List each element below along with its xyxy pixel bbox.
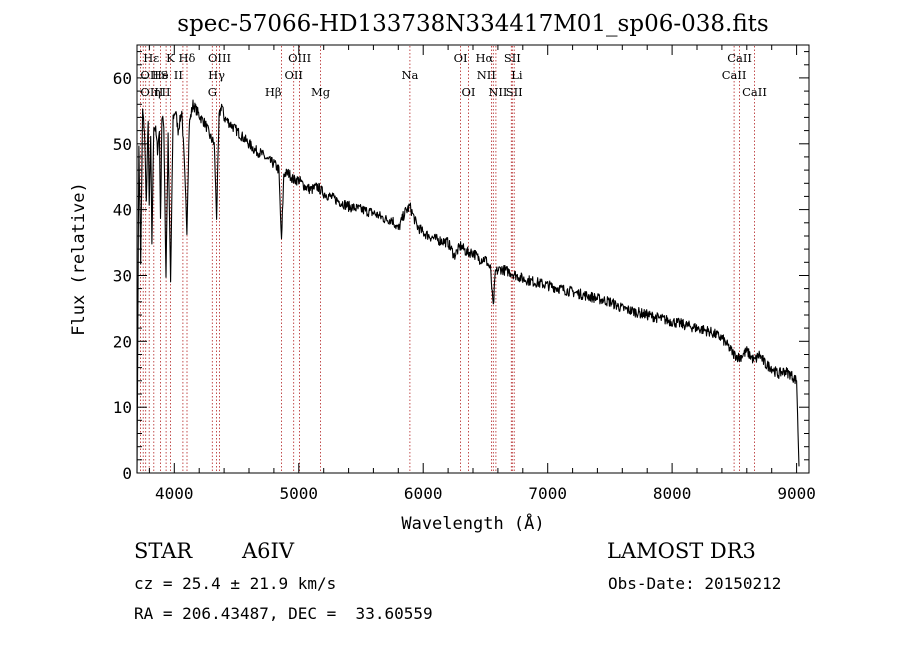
line-markers bbox=[139, 46, 755, 472]
x-axis-label: Wavelength (Å) bbox=[401, 512, 544, 534]
x-tick-label: 5000 bbox=[280, 484, 319, 503]
coordinates: RA = 206.43487, DEC = 33.60559 bbox=[134, 604, 433, 623]
line-label: Mg bbox=[311, 85, 331, 99]
line-label: OI bbox=[462, 85, 476, 99]
line-label: He bbox=[152, 68, 169, 82]
y-tick-label: 40 bbox=[113, 201, 132, 220]
line-label: SII bbox=[506, 85, 523, 99]
line-label: Na bbox=[401, 68, 418, 82]
object-class: STAR bbox=[134, 539, 193, 563]
line-label: OIII bbox=[140, 85, 163, 99]
obs-date: Obs-Date: 20150212 bbox=[608, 574, 782, 593]
line-label: OIII bbox=[208, 51, 231, 65]
x-tick-label: 8000 bbox=[653, 484, 692, 503]
line-label: Hβ bbox=[265, 85, 282, 99]
line-label: NII bbox=[488, 85, 507, 99]
chart-title: spec-57066-HD133738N334417M01_sp06-038.f… bbox=[177, 11, 768, 37]
y-tick-label: 50 bbox=[113, 135, 132, 154]
line-label: Hγ bbox=[208, 68, 225, 82]
line-label: II bbox=[174, 68, 183, 82]
spectrum-line bbox=[136, 99, 800, 474]
x-axis: 4000 5000 6000 7000 8000 9000 bbox=[148, 45, 816, 503]
line-label: OII bbox=[140, 68, 159, 82]
line-label: CaII bbox=[742, 85, 767, 99]
plot-frame bbox=[136, 44, 810, 474]
y-axis: 0 10 20 30 40 50 60 bbox=[113, 51, 809, 483]
redshift-readout: cz = 25.4 ± 21.9 km/s bbox=[134, 574, 337, 593]
survey-name: LAMOST DR3 bbox=[607, 539, 756, 563]
x-tick-label: 4000 bbox=[155, 484, 194, 503]
line-label: η bbox=[154, 85, 161, 99]
object-subclass: A6IV bbox=[242, 539, 294, 563]
x-tick-label: 7000 bbox=[528, 484, 567, 503]
spectrum-series bbox=[136, 99, 800, 474]
line-label: Li bbox=[511, 68, 523, 82]
line-label: II bbox=[162, 85, 171, 99]
y-tick-label: 30 bbox=[113, 267, 132, 286]
line-label: Hδ bbox=[179, 51, 196, 65]
line-label: SII bbox=[504, 51, 521, 65]
line-label: K bbox=[166, 51, 175, 65]
y-tick-label: 10 bbox=[113, 398, 132, 417]
x-tick-label: 9000 bbox=[777, 484, 816, 503]
line-label: Hε bbox=[143, 51, 159, 65]
line-label: OI bbox=[454, 51, 468, 65]
line-label: S bbox=[161, 68, 169, 82]
line-label: OIII bbox=[288, 51, 311, 65]
y-tick-label: 0 bbox=[122, 464, 132, 483]
y-axis-label: Flux (relative) bbox=[69, 182, 89, 336]
line-label: Hα bbox=[476, 51, 494, 65]
line-label: CaII bbox=[727, 51, 752, 65]
line-label: NII bbox=[477, 68, 496, 82]
line-label: OII bbox=[284, 68, 303, 82]
y-tick-label: 60 bbox=[113, 69, 132, 88]
y-tick-label: 20 bbox=[113, 332, 132, 351]
x-tick-label: 6000 bbox=[404, 484, 443, 503]
line-label: CaII bbox=[722, 68, 747, 82]
line-label: G bbox=[208, 85, 217, 99]
